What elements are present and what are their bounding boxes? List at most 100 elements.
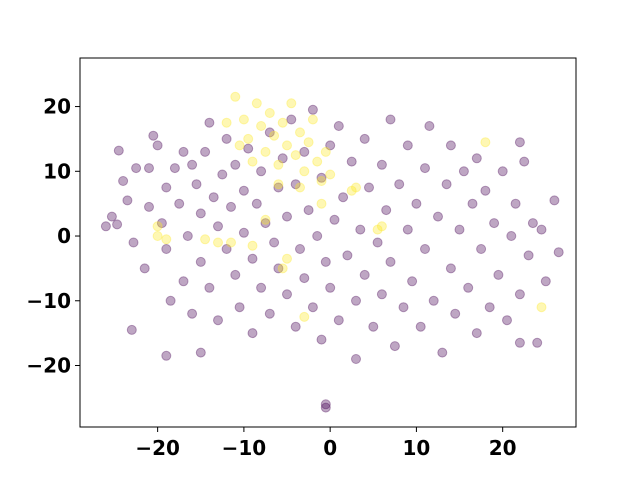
scatter-point bbox=[144, 163, 154, 174]
scatter-point bbox=[204, 117, 215, 128]
scatter-point bbox=[260, 214, 271, 225]
x-tick-label: 20 bbox=[489, 436, 517, 460]
scatter-point bbox=[230, 269, 241, 280]
scatter-point bbox=[497, 166, 508, 177]
scatter-point bbox=[372, 237, 383, 248]
scatter-point bbox=[247, 328, 258, 339]
scatter-point bbox=[295, 182, 305, 193]
scatter-point bbox=[402, 140, 413, 151]
scatter-point bbox=[277, 153, 288, 164]
scatter-point bbox=[204, 282, 215, 293]
scatter-point bbox=[226, 201, 236, 212]
scatter-point bbox=[226, 237, 236, 248]
y-tick-label: −20 bbox=[26, 354, 71, 378]
scatter-point bbox=[200, 146, 211, 157]
scatter-point bbox=[182, 231, 193, 241]
scatter-point bbox=[251, 98, 262, 109]
scatter-point bbox=[514, 137, 525, 148]
scatter-point bbox=[299, 146, 310, 157]
x-tick-label: −10 bbox=[222, 436, 267, 460]
scatter-point bbox=[256, 121, 267, 131]
scatter-point bbox=[303, 137, 314, 148]
scatter-point bbox=[376, 289, 387, 300]
scatter-point bbox=[506, 231, 517, 241]
plot-area-frame bbox=[79, 57, 577, 428]
scatter-point bbox=[420, 163, 430, 174]
scatter-point bbox=[112, 219, 123, 230]
scatter-point bbox=[415, 321, 426, 332]
scatter-point bbox=[191, 179, 202, 190]
scatter-point bbox=[290, 150, 301, 161]
x-tick-label: −20 bbox=[135, 436, 180, 460]
scatter-point bbox=[234, 140, 245, 151]
scatter-point bbox=[290, 321, 301, 332]
scatter-point bbox=[428, 295, 439, 306]
scatter-point bbox=[213, 315, 223, 326]
scatter-point bbox=[247, 253, 258, 264]
scatter-point bbox=[260, 218, 271, 229]
scatter-point bbox=[260, 146, 271, 157]
scatter-point bbox=[230, 91, 241, 102]
scatter-point bbox=[312, 231, 323, 241]
scatter-point bbox=[286, 114, 297, 125]
scatter-point bbox=[480, 137, 491, 148]
scatter-point bbox=[307, 302, 318, 313]
scatter-point bbox=[238, 227, 249, 238]
scatter-point bbox=[277, 263, 288, 274]
scatter-point bbox=[195, 347, 206, 358]
scatter-point bbox=[532, 337, 543, 348]
scatter-point bbox=[484, 302, 495, 313]
scatter-point bbox=[514, 337, 525, 348]
scatter-point bbox=[364, 182, 374, 193]
scatter-point bbox=[126, 324, 137, 335]
scatter-point bbox=[295, 244, 305, 254]
scatter-point bbox=[351, 182, 361, 193]
scatter-point bbox=[282, 211, 292, 222]
scatter-point bbox=[320, 146, 331, 157]
scatter-point bbox=[282, 140, 292, 151]
scatter-point bbox=[161, 244, 172, 254]
scatter-point bbox=[316, 334, 327, 345]
scatter-point bbox=[420, 244, 430, 254]
scatter-point bbox=[238, 114, 249, 125]
scatter-point bbox=[385, 256, 396, 267]
scatter-point bbox=[351, 295, 361, 306]
scatter-point bbox=[152, 231, 163, 241]
scatter-point bbox=[144, 201, 154, 212]
scatter-point bbox=[368, 321, 379, 332]
scatter-point bbox=[329, 214, 340, 225]
scatter-point bbox=[161, 350, 172, 361]
scatter-point bbox=[553, 247, 564, 258]
y-tick-label: −10 bbox=[26, 289, 71, 313]
scatter-point bbox=[282, 253, 292, 264]
x-tick-label: 0 bbox=[323, 436, 337, 460]
scatter-point bbox=[247, 156, 258, 167]
scatter-point bbox=[243, 143, 254, 154]
scatter-point bbox=[333, 315, 344, 326]
scatter-point bbox=[256, 166, 267, 177]
scatter-point bbox=[273, 263, 284, 274]
scatter-point bbox=[221, 133, 232, 144]
scatter-point bbox=[450, 308, 461, 319]
scatter-point bbox=[441, 179, 452, 190]
scatter-point bbox=[106, 211, 117, 222]
scatter-point bbox=[316, 176, 327, 186]
scatter-point bbox=[286, 98, 297, 109]
scatter-point bbox=[342, 250, 353, 261]
scatter-point bbox=[238, 185, 249, 196]
scatter-point bbox=[540, 276, 551, 287]
scatter-point bbox=[303, 205, 314, 216]
scatter-point bbox=[523, 250, 534, 261]
scatter-point bbox=[407, 276, 418, 287]
scatter-point bbox=[320, 399, 331, 410]
scatter-point bbox=[476, 244, 487, 254]
scatter-point bbox=[269, 237, 280, 248]
scatter-point bbox=[264, 108, 275, 118]
scatter-point bbox=[445, 140, 456, 151]
scatter-point bbox=[463, 282, 474, 293]
scatter-point bbox=[471, 153, 482, 164]
scatter-point bbox=[493, 269, 504, 280]
scatter-point bbox=[325, 282, 336, 293]
scatter-point bbox=[152, 221, 163, 232]
